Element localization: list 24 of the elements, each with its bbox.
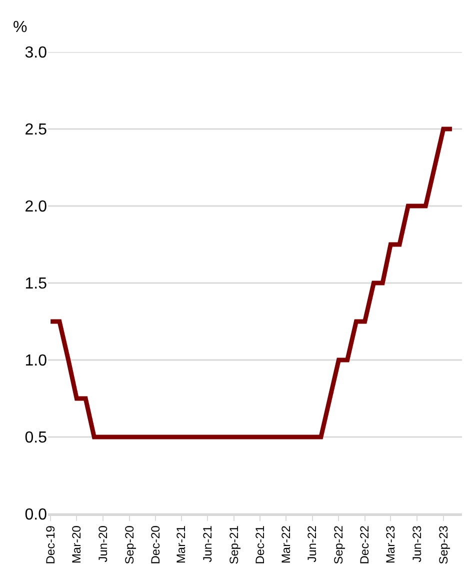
x-tick-label: Dec-20 bbox=[148, 525, 162, 564]
x-tick-label: Mar-21 bbox=[174, 525, 188, 564]
y-tick-label: 0.5 bbox=[24, 430, 48, 447]
x-tick-label: Jun-21 bbox=[200, 525, 215, 562]
y-tick-label: 1.5 bbox=[24, 276, 48, 293]
x-tick-label: Jun-20 bbox=[96, 525, 110, 562]
x-tick-label: Mar-20 bbox=[70, 525, 84, 564]
x-tick-label: Jun-22 bbox=[305, 525, 320, 562]
x-tick-label: Dec-21 bbox=[253, 525, 268, 564]
x-tick-label: Sep-21 bbox=[226, 525, 241, 564]
x-tick-label: Dec-22 bbox=[358, 525, 372, 564]
y-tick-label: 1.0 bbox=[24, 352, 48, 370]
x-tick-label: Mar-22 bbox=[278, 525, 293, 564]
x-tick-label: Dec-19 bbox=[43, 525, 58, 564]
x-tick-label: Jun-23 bbox=[410, 525, 424, 562]
x-tick-label: Sep-22 bbox=[332, 525, 346, 564]
y-tick-label: 0.0 bbox=[24, 506, 48, 524]
x-tick-label: Sep-20 bbox=[122, 525, 136, 564]
x-tick-label: Mar-23 bbox=[384, 525, 398, 564]
y-axis-title: % bbox=[13, 19, 28, 36]
x-tick-label: Sep-23 bbox=[436, 525, 450, 564]
y-tick-label: 2.0 bbox=[24, 198, 48, 216]
y-tick-label: 2.5 bbox=[24, 122, 48, 139]
y-tick-label: 3.0 bbox=[24, 44, 48, 62]
